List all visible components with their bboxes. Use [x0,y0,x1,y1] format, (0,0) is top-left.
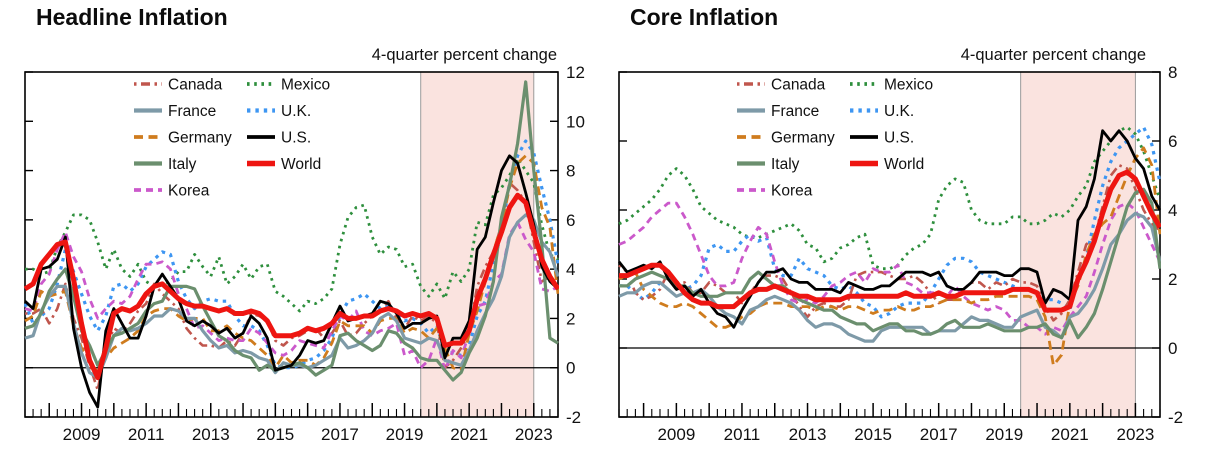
x-tick-label: 2009 [63,425,101,444]
shaded-region [1020,72,1136,417]
x-tick-label: 2015 [256,425,294,444]
legend-label-italy: Italy [168,156,197,173]
x-tick-label: 2023 [515,425,553,444]
x-tick-label: 2021 [450,425,488,444]
page-title-headline: Headline Inflation [36,4,228,30]
y-tick-label: 4 [566,260,575,279]
series-italy-line [619,187,1161,340]
series-group [618,125,1161,367]
y-tick-label: 8 [566,162,575,181]
y-tick-label: -2 [566,408,581,427]
shaded-region [420,72,534,417]
headline-chart: 2009 2011 2013 2015 2017 2019 2021 2023 12 10 8 6 4 2… [24,63,585,444]
y-tick-label: 4 [1168,201,1177,220]
legend-label-mexico: Mexico [281,77,330,94]
x-tick-label: 2017 [321,425,359,444]
x-tick-label: 2009 [657,425,695,444]
x-tick-label: 2011 [724,425,761,444]
y-tick-label: 8 [1168,63,1177,82]
series-germany-line [24,154,559,375]
y-tick-label: 2 [566,309,575,328]
x-tick-label: 2017 [920,425,958,444]
series-world-line [24,192,559,381]
series-u-k-line [619,125,1161,319]
legend-label-world: World [281,156,321,173]
series-world-line [619,169,1161,313]
x-tick-label: 2013 [192,425,230,444]
page-title-core: Core Inflation [630,4,779,30]
panel-headline: Headline Inflation 4-quarter percent cha… [24,4,585,444]
y-tick-label: 0 [1168,339,1177,358]
legend-label-france: France [771,103,819,120]
legend-label-mexico: Mexico [884,77,933,94]
x-tick-label: 2023 [1116,425,1154,444]
legend-label-france: France [168,103,216,120]
series-canada-line [618,163,1161,322]
x-tick-label: 2013 [789,425,827,444]
legend-label-korea: Korea [771,183,813,200]
series-group [24,80,559,409]
legend-label-u-k: U.K. [884,103,914,120]
legend-label-germany: Germany [168,130,232,147]
unit-label-headline: 4-quarter percent change [371,46,557,64]
legend-label-italy: Italy [771,156,800,173]
y-tick-label: 6 [566,211,575,230]
legend: Canada France Germany Italy Korea Mexico U.K. U… [737,77,933,200]
x-tick-label: 2015 [854,425,892,444]
series-mexico-line [618,125,1161,271]
legend-label-germany: Germany [771,130,835,147]
panel-core: Core Inflation 4-quarter percent change … [603,0,1206,452]
x-tick-label: 2019 [386,425,424,444]
y-tick-label: 2 [1168,270,1177,289]
plot-border [24,71,559,418]
y-tick-label: 12 [566,63,585,82]
legend-label-world: World [884,156,924,173]
legend-label-canada: Canada [168,77,223,94]
legend: Canada France Germany Italy Korea Mexico U.K. U… [134,77,330,200]
core-chart: 2009 2011 2013 2015 2017 2019 2021 2023 8 6 4 2 0 -2 C… [618,63,1183,444]
x-tick-label: 2021 [1051,425,1089,444]
x-tick-label: 2011 [128,425,165,444]
y-tick-label: 10 [566,112,585,131]
legend-label-canada: Canada [771,77,826,94]
legend-label-u-k: U.K. [281,103,311,120]
x-tick-label: 2019 [985,425,1023,444]
y-tick-label: -2 [1168,408,1183,427]
y-tick-label: 0 [566,359,575,378]
legend-label-u-s: U.S. [884,130,914,147]
legend-label-korea: Korea [168,183,210,200]
unit-label-core: 4-quarter percent change [960,46,1146,64]
legend-label-u-s: U.S. [281,130,311,147]
y-tick-label: 6 [1168,132,1177,151]
